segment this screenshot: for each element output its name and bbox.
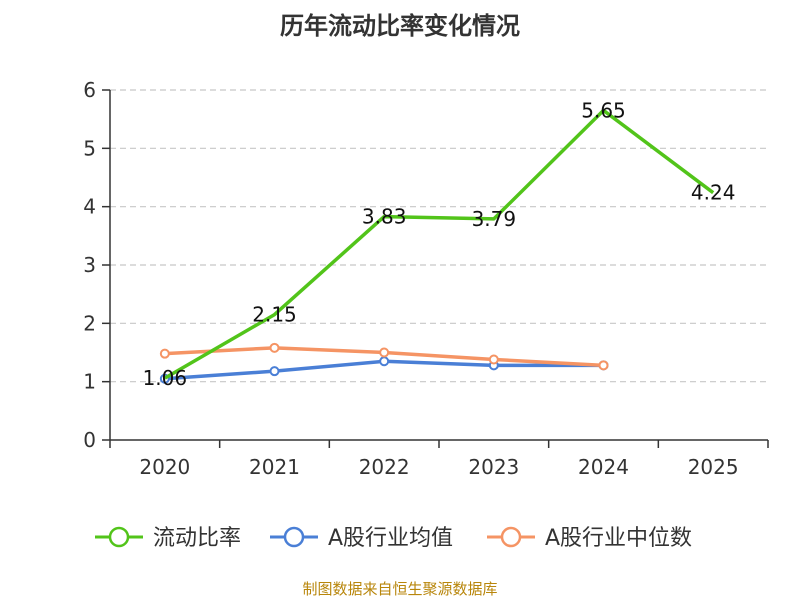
legend-item[interactable]: A股行业中位数 [487, 526, 692, 551]
x-tick-label: 2022 [359, 455, 410, 479]
chart-title: 历年流动比率变化情况 [280, 12, 520, 40]
data-point [488, 354, 499, 365]
x-tick-label: 2025 [688, 455, 739, 479]
axes: 0 1 2 3 4 5 6 2020 2021 2022 2023 2024 2025 [83, 78, 769, 479]
y-tick-label: 0 [83, 428, 96, 452]
series [159, 108, 715, 384]
data-label: 3.83 [362, 205, 407, 229]
legend-label: A股行业中位数 [545, 526, 692, 551]
data-point [598, 360, 609, 371]
legend-marker [500, 526, 522, 548]
grid-lines [110, 89, 768, 383]
y-tick-label: 4 [83, 195, 96, 219]
source-note: 制图数据来自恒生聚源数据库 [302, 580, 498, 598]
y-tick-label: 5 [83, 136, 96, 160]
data-label: 2.15 [252, 303, 297, 327]
data-label: 4.24 [691, 181, 736, 205]
legend-label: 流动比率 [153, 526, 241, 551]
data-point [379, 356, 390, 367]
y-tick-label: 2 [83, 311, 96, 335]
y-tick-label: 6 [83, 78, 96, 102]
x-tick-label: 2021 [249, 455, 300, 479]
legend-item[interactable]: A股行业均值 [270, 526, 453, 551]
data-label: 1.06 [143, 366, 188, 390]
y-tick-label: 3 [83, 253, 96, 277]
data-point [379, 347, 390, 358]
legend-marker [283, 526, 305, 548]
y-tick-label: 1 [83, 370, 96, 394]
data-labels: 1.06 2.15 3.83 3.79 5.65 4.24 [143, 98, 736, 390]
data-label: 3.79 [472, 207, 517, 231]
data-label: 5.65 [581, 98, 626, 122]
x-tick-label: 2023 [468, 455, 519, 479]
legend[interactable]: 流动比率 A股行业均值 A股行业中位数 [95, 526, 692, 551]
series-line [163, 108, 715, 380]
data-point [269, 366, 280, 377]
data-point [269, 342, 280, 353]
legend-label: A股行业均值 [328, 526, 453, 551]
x-tick-label: 2024 [578, 455, 629, 479]
legend-marker [108, 526, 130, 548]
legend-item[interactable]: 流动比率 [95, 526, 241, 551]
data-point [159, 348, 170, 359]
x-tick-label: 2020 [139, 455, 190, 479]
